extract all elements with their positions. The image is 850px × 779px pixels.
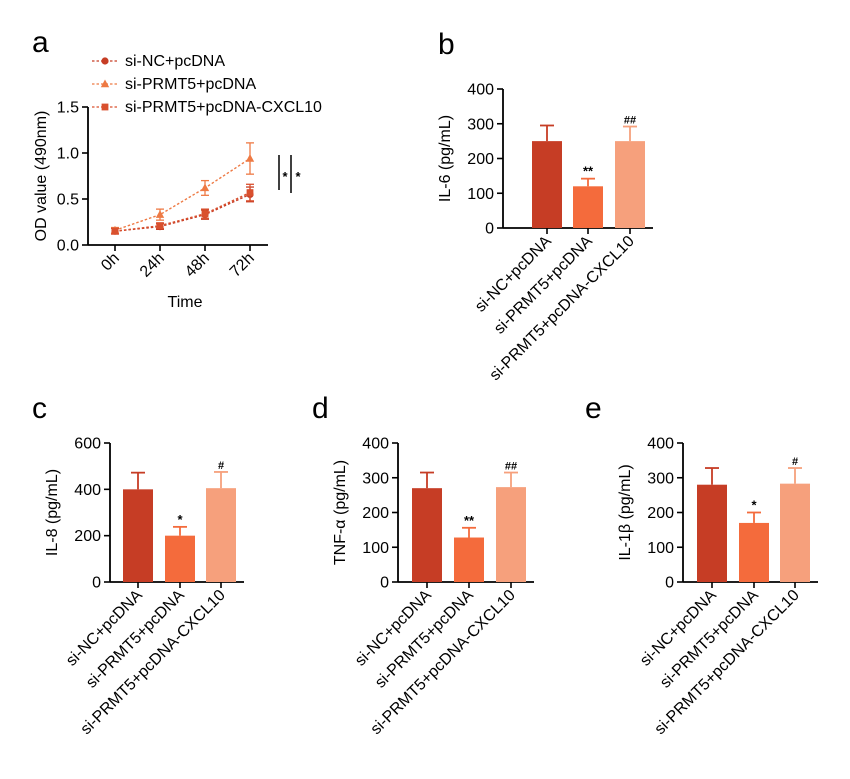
significance-mark-d-1: ** (464, 513, 475, 528)
significance-mark-e-1: * (751, 498, 757, 513)
panel-letter-b: b (438, 28, 455, 61)
x-tick-label-a-0: 0h (98, 250, 123, 275)
x-tick-label-a-1: 24h (137, 250, 168, 281)
significance-mark-c-1: * (177, 512, 183, 527)
y-tick-label-a: 1.0 (57, 146, 79, 163)
bar-d-2 (496, 487, 526, 582)
series-line-2 (114, 191, 251, 232)
y-tick-label-e: 300 (647, 470, 674, 487)
bar-b-2 (615, 141, 645, 228)
x-tick-label-a-3: 72h (227, 250, 258, 281)
legend-label-1: si-PRMT5+pcDNA (125, 76, 256, 93)
y-tick-label-b: 0 (485, 221, 494, 238)
y-tick-label-c: 200 (74, 528, 101, 545)
bar-d-1 (454, 537, 484, 582)
y-tick-label-c: 400 (74, 482, 101, 499)
panel-letter-c: c (32, 392, 47, 425)
y-tick-label-e: 200 (647, 505, 674, 522)
legend-marker-1 (100, 79, 110, 88)
x-axis-title-a: Time (168, 294, 203, 311)
significance-mark-b-1: ** (583, 164, 594, 179)
y-tick-label-b: 100 (467, 186, 494, 203)
significance-mark-b-2: ## (624, 115, 636, 127)
y-tick-label-c: 0 (92, 575, 101, 592)
legend-marker-2 (101, 103, 109, 111)
y-tick-label-e: 100 (647, 540, 674, 557)
panel-letter-e: e (585, 392, 602, 425)
bar-b-1 (573, 186, 603, 228)
y-tick-label-a: 0.0 (57, 238, 79, 255)
data-point-a-1-3 (245, 154, 255, 162)
y-axis-title-a: OD value (490nm) (33, 111, 50, 242)
y-axis-title-e: IL-1β (pg/mL) (617, 464, 634, 560)
data-point-a-2-1 (156, 222, 164, 230)
bar-e-0 (697, 484, 727, 582)
y-axis-title-b: IL-6 (pg/mL) (437, 115, 454, 202)
significance-mark-a-0: * (282, 169, 288, 184)
y-tick-label-e: 0 (665, 575, 674, 592)
bar-c-2 (206, 488, 236, 582)
bar-c-0 (123, 489, 153, 582)
y-axis-title-d: TNF-α (pg/mL) (332, 460, 349, 565)
x-tick-label-a-2: 48h (182, 250, 213, 281)
y-tick-label-c: 600 (74, 436, 101, 453)
y-tick-label-e: 400 (647, 436, 674, 453)
data-point-a-1-1 (155, 210, 165, 218)
y-tick-label-a: 1.5 (57, 100, 79, 117)
y-tick-label-d: 0 (380, 575, 389, 592)
data-point-a-2-0 (111, 227, 119, 235)
y-tick-label-d: 200 (362, 505, 389, 522)
data-point-a-2-2 (201, 210, 209, 218)
legend-marker-0 (101, 57, 109, 65)
significance-mark-c-2: # (218, 460, 224, 472)
bar-e-1 (739, 522, 769, 582)
panel-letter-d: d (312, 392, 329, 425)
data-point-a-1-2 (200, 183, 210, 192)
legend-label-0: si-NC+pcDNA (125, 53, 225, 70)
data-point-a-2-3 (246, 189, 254, 196)
significance-mark-d-2: ## (505, 461, 517, 473)
bar-b-0 (532, 141, 562, 228)
y-tick-label-d: 100 (362, 540, 389, 557)
y-tick-label-d: 400 (362, 436, 389, 453)
series-line-0 (114, 193, 251, 232)
significance-mark-e-2: # (792, 456, 798, 468)
y-tick-label-b: 300 (467, 116, 494, 133)
bar-d-0 (412, 488, 442, 582)
significance-mark-a-1: * (295, 169, 301, 184)
y-tick-label-b: 200 (467, 151, 494, 168)
y-tick-label-b: 400 (467, 82, 494, 99)
panel-letter-a: a (32, 26, 49, 59)
bar-e-2 (780, 483, 810, 582)
y-tick-label-a: 0.5 (57, 192, 79, 209)
bar-c-1 (165, 535, 195, 582)
y-tick-label-d: 300 (362, 470, 389, 487)
y-axis-title-c: IL-8 (pg/mL) (44, 469, 61, 556)
legend-label-2: si-PRMT5+pcDNA-CXCL10 (125, 99, 322, 116)
series-line-1 (114, 157, 251, 231)
